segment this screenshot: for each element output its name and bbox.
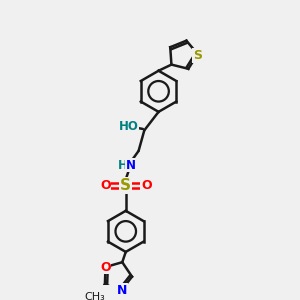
Text: N: N	[117, 284, 127, 297]
Text: HO: HO	[119, 120, 139, 133]
Text: H: H	[117, 159, 127, 172]
Text: S: S	[120, 178, 131, 193]
Text: O: O	[100, 179, 110, 192]
Text: O: O	[141, 179, 152, 192]
Text: S: S	[193, 49, 202, 62]
Text: O: O	[100, 260, 111, 274]
Text: HN: HN	[117, 159, 137, 172]
Text: CH₃: CH₃	[85, 292, 105, 300]
Text: N: N	[126, 159, 136, 172]
